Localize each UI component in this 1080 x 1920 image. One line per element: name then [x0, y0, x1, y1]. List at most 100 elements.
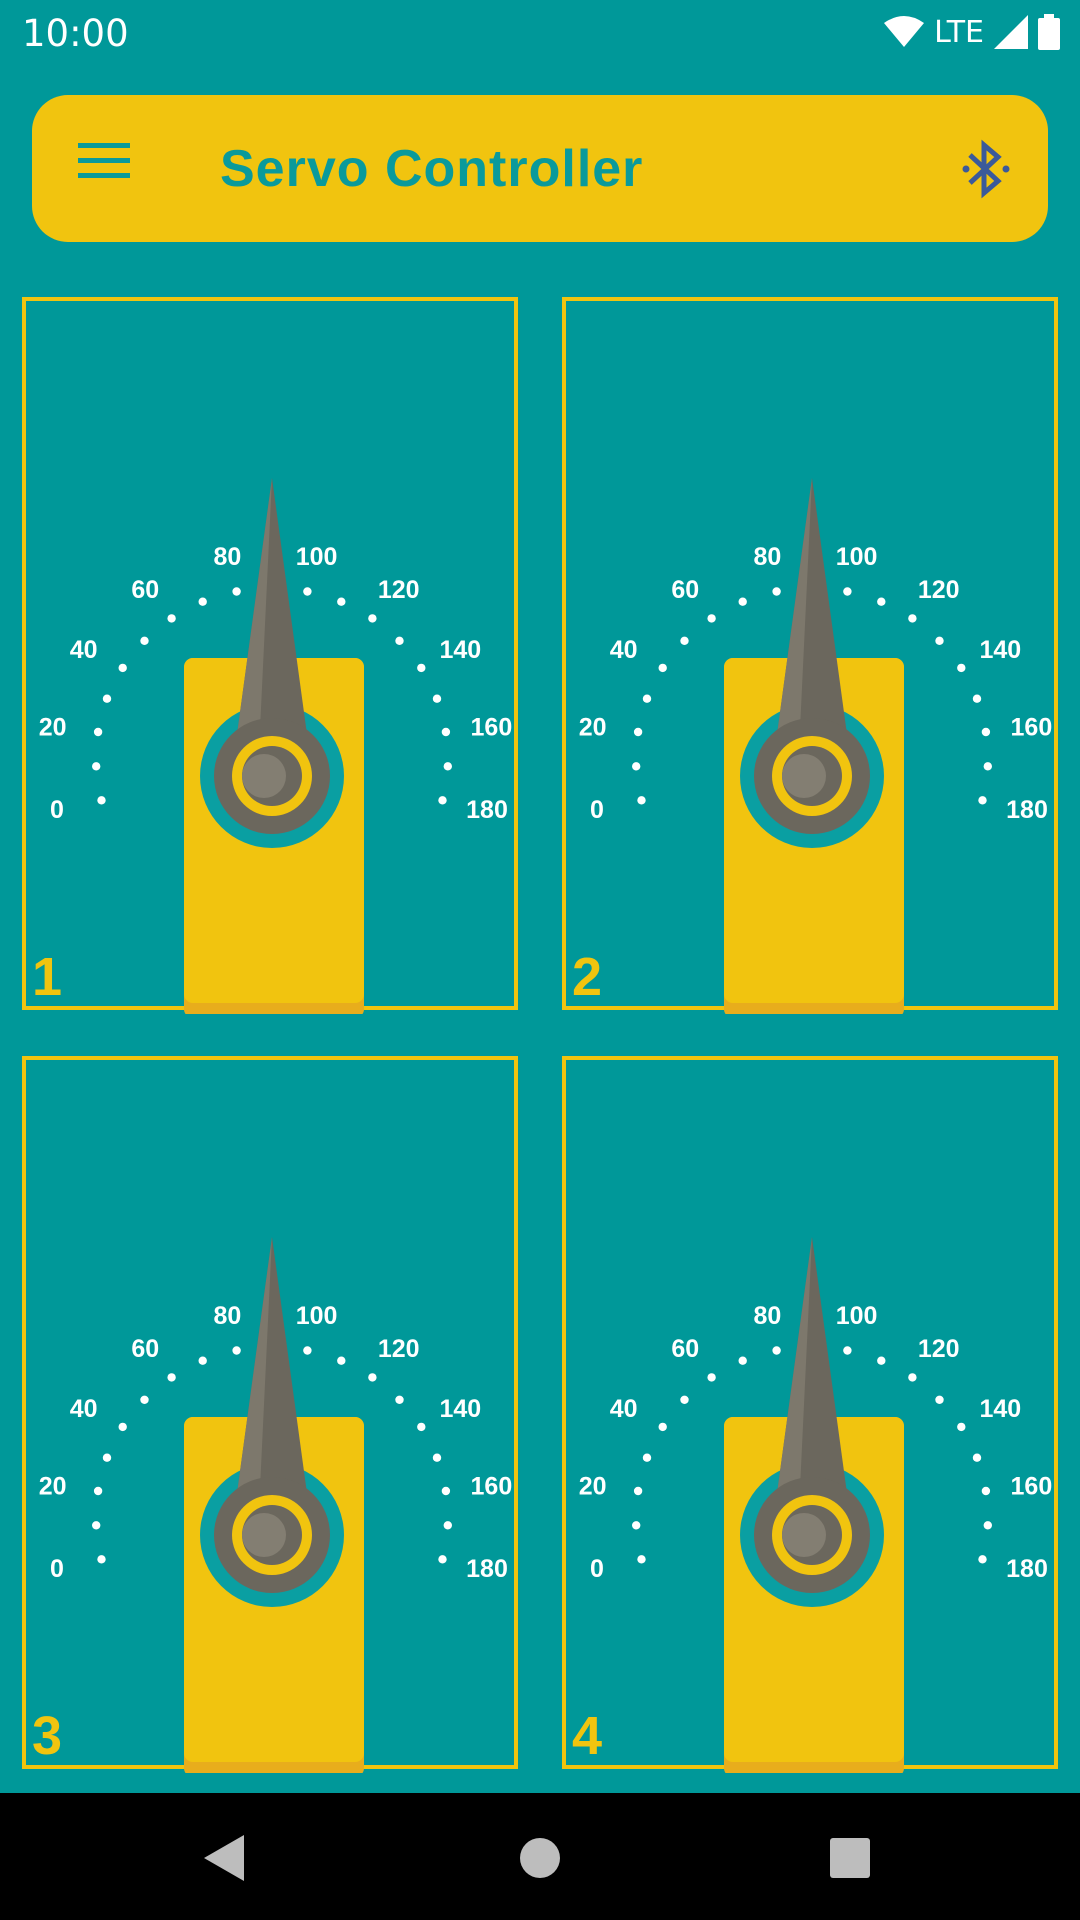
scale-dot — [443, 1521, 452, 1530]
app-title: Servo Controller — [220, 140, 644, 198]
home-button[interactable] — [505, 1823, 575, 1893]
scale-dot — [102, 1453, 112, 1462]
servo-dial-4[interactable]: 0 20 40 60 80 100 120 140 160 180 — [566, 1060, 1062, 1773]
scale-dot — [97, 796, 106, 805]
scale-label: 180 — [466, 1555, 508, 1583]
hamburger-menu-icon — [78, 143, 130, 178]
servo-number: 3 — [32, 1706, 63, 1766]
scale-dot — [972, 694, 982, 703]
scale-dot — [140, 1395, 149, 1404]
scale-dot — [680, 1395, 689, 1404]
scale-dot — [935, 1395, 944, 1404]
scale-dot — [633, 1486, 643, 1496]
scale-dot — [395, 636, 404, 645]
scale-label: 20 — [579, 714, 607, 742]
scale-label: 160 — [1011, 1473, 1053, 1501]
servo-dial-2[interactable]: 0 20 40 60 80 100 120 140 160 180 — [566, 301, 1062, 1014]
home-icon — [520, 1838, 560, 1878]
scale-dot — [957, 1422, 966, 1432]
scale-label: 80 — [753, 543, 781, 571]
scale-label: 180 — [1006, 796, 1048, 824]
scale-dot — [632, 1521, 641, 1530]
recents-button[interactable] — [815, 1823, 885, 1893]
scale-dot — [658, 1422, 667, 1432]
scale-dot — [957, 663, 966, 673]
needle-highlight — [232, 478, 272, 771]
scale-label: 180 — [1006, 1555, 1048, 1583]
scale-dot — [707, 614, 716, 623]
menu-button[interactable] — [78, 141, 138, 197]
scale-dot — [167, 614, 176, 623]
scale-dot — [395, 1395, 404, 1404]
scale-label: 180 — [466, 796, 508, 824]
scale-label: 160 — [1011, 714, 1053, 742]
scale-dot — [680, 636, 689, 645]
scale-dot — [368, 1373, 377, 1382]
hub-center-highlight — [242, 1513, 286, 1557]
scale-label: 80 — [753, 1302, 781, 1330]
navigation-bar — [0, 1793, 1080, 1920]
servo-card-4[interactable]: 0 20 40 60 80 100 120 140 160 180 4 — [562, 1056, 1058, 1773]
scale-dot — [441, 727, 451, 737]
scale-dot — [633, 727, 643, 737]
scale-dot — [417, 663, 426, 673]
scale-label: 160 — [471, 714, 513, 742]
scale-label: 20 — [39, 714, 67, 742]
scale-dot — [140, 636, 149, 645]
servo-number: 4 — [572, 1706, 603, 1766]
scale-dot — [337, 1356, 346, 1365]
scale-label: 40 — [70, 636, 98, 664]
scale-label: 100 — [296, 543, 338, 571]
scale-dot — [118, 1422, 127, 1432]
scale-dot — [632, 762, 641, 771]
servo-card-1[interactable]: 0 20 40 60 80 100 120 140 160 180 1 — [22, 297, 518, 1014]
scale-label: 120 — [378, 576, 420, 604]
scale-label: 80 — [213, 543, 241, 571]
scale-dot — [642, 1453, 652, 1462]
scale-label: 120 — [918, 576, 960, 604]
scale-dot — [972, 1453, 982, 1462]
scale-label: 0 — [50, 1555, 64, 1583]
scale-dot — [417, 1422, 426, 1432]
signal-icon — [994, 15, 1028, 49]
scale-dot — [443, 762, 452, 771]
scale-label: 100 — [296, 1302, 338, 1330]
scale-label: 140 — [979, 1395, 1021, 1423]
bluetooth-button[interactable] — [958, 137, 1014, 201]
scale-label: 20 — [579, 1473, 607, 1501]
scale-label: 40 — [610, 1395, 638, 1423]
recents-icon — [830, 1838, 870, 1878]
back-icon — [204, 1835, 244, 1881]
scale-dot — [983, 1521, 992, 1530]
network-type-label: LTE — [934, 14, 984, 50]
scale-dot — [978, 1555, 987, 1564]
scale-label: 140 — [439, 636, 481, 664]
scale-dot — [772, 587, 781, 596]
scale-dot — [772, 1346, 781, 1355]
scale-dot — [843, 587, 852, 596]
scale-dot — [368, 614, 377, 623]
scale-label: 20 — [39, 1473, 67, 1501]
scale-dot — [642, 694, 652, 703]
scale-label: 60 — [131, 1335, 159, 1363]
scale-label: 60 — [131, 576, 159, 604]
scale-dot — [93, 727, 103, 737]
scale-dot — [908, 614, 917, 623]
scale-dot — [877, 1356, 886, 1365]
back-button[interactable] — [190, 1823, 260, 1893]
servo-card-3[interactable]: 0 20 40 60 80 100 120 140 160 180 3 — [22, 1056, 518, 1773]
scale-dot — [93, 1486, 103, 1496]
servo-dial-1[interactable]: 0 20 40 60 80 100 120 140 160 180 — [26, 301, 522, 1014]
app-bar: Servo Controller — [32, 95, 1048, 242]
servo-number: 2 — [572, 947, 603, 1007]
needle-highlight — [232, 1237, 272, 1530]
hub-center-highlight — [782, 1513, 826, 1557]
scale-dot — [935, 636, 944, 645]
servo-card-2[interactable]: 0 20 40 60 80 100 120 140 160 180 2 — [562, 297, 1058, 1014]
scale-label: 60 — [671, 576, 699, 604]
scale-dot — [198, 1356, 207, 1365]
servo-dial-3[interactable]: 0 20 40 60 80 100 120 140 160 180 — [26, 1060, 522, 1773]
scale-label: 160 — [471, 1473, 513, 1501]
scale-dot — [978, 796, 987, 805]
scale-dot — [738, 1356, 747, 1365]
